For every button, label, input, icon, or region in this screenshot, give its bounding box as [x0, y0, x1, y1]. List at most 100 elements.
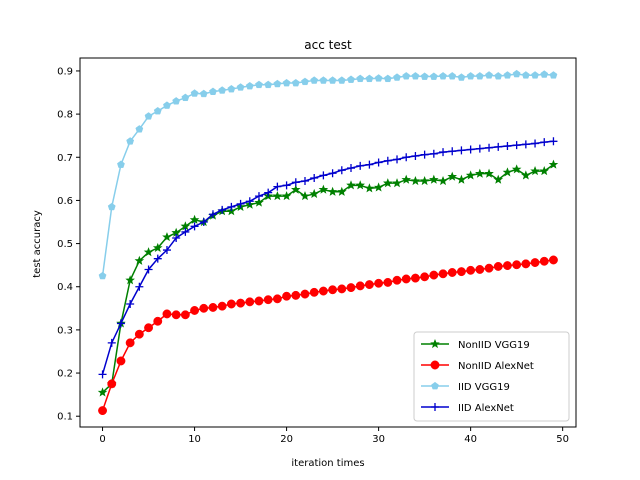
data-point [419, 175, 430, 186]
legend-item: IID AlexNet [421, 403, 514, 414]
data-point [318, 184, 329, 194]
data-point [540, 70, 549, 78]
data-point [337, 76, 346, 84]
data-point [392, 178, 402, 188]
chart-title: acc test [304, 38, 352, 52]
legend: NonIID VGG19 NonIID AlexNet IID VGG19 IID A… [413, 331, 570, 422]
data-point [319, 171, 328, 180]
data-point [98, 370, 107, 379]
data-point [531, 71, 539, 79]
plot-area [97, 69, 559, 416]
data-point [218, 205, 227, 214]
data-point [456, 174, 467, 184]
data-point [263, 295, 273, 305]
data-point [549, 137, 558, 146]
data-point [447, 268, 457, 277]
data-point [143, 247, 154, 257]
data-point [125, 338, 135, 348]
data-point [401, 274, 411, 284]
legend-marker [431, 403, 439, 411]
data-point [448, 147, 457, 156]
data-point [411, 72, 420, 80]
data-point [117, 160, 125, 168]
data-point [254, 192, 263, 201]
data-point [107, 379, 117, 389]
data-point [282, 78, 291, 87]
data-point [393, 73, 401, 81]
data-point [401, 174, 412, 184]
data-point [512, 141, 521, 150]
data-point [327, 186, 338, 196]
data-point [218, 86, 227, 94]
data-point [410, 273, 420, 283]
y-tick-label: 0.8 [57, 110, 73, 121]
data-point [457, 73, 466, 81]
legend-label: IID VGG19 [458, 382, 510, 393]
data-point [512, 69, 521, 78]
data-point [521, 140, 530, 149]
data-point [291, 290, 301, 300]
data-point [475, 168, 485, 178]
data-point [475, 144, 484, 153]
data-point [189, 214, 200, 224]
data-point [208, 303, 218, 312]
data-point [181, 93, 190, 102]
data-point [291, 184, 301, 194]
data-point [236, 298, 246, 308]
data-point [163, 101, 171, 109]
data-point [199, 303, 209, 313]
data-point [254, 197, 264, 207]
data-point [364, 183, 375, 193]
x-axis-label: iteration times [291, 458, 364, 469]
data-point [549, 255, 558, 265]
data-point [135, 125, 144, 133]
data-point [116, 356, 126, 366]
data-point [310, 76, 319, 84]
data-point [171, 310, 181, 320]
data-point [420, 272, 430, 282]
data-point [309, 287, 319, 297]
x-tick-label: 20 [280, 434, 293, 445]
data-point [135, 282, 144, 291]
data-point [144, 323, 154, 333]
data-point [125, 275, 135, 285]
data-point [181, 227, 190, 236]
data-point [337, 284, 347, 294]
data-point [227, 84, 236, 93]
data-point [153, 316, 163, 326]
data-point [300, 191, 310, 201]
data-point [318, 286, 328, 296]
legend-marker [430, 338, 440, 349]
data-point [456, 267, 466, 277]
data-point [255, 80, 263, 89]
data-point [548, 159, 559, 169]
data-point [521, 71, 530, 79]
data-point [402, 72, 411, 80]
data-point [512, 260, 522, 270]
data-point [162, 232, 172, 242]
data-point [438, 269, 448, 279]
data-point [282, 181, 291, 190]
legend-marker [431, 381, 439, 390]
data-point [162, 309, 172, 319]
data-point [134, 329, 144, 339]
data-point [438, 175, 448, 186]
data-point [282, 291, 292, 301]
data-point [466, 145, 475, 154]
data-point [365, 160, 374, 169]
data-point [503, 71, 512, 79]
data-point [98, 271, 107, 280]
data-point [300, 177, 309, 185]
data-point [245, 297, 255, 307]
data-point [236, 83, 245, 91]
data-point [493, 262, 503, 271]
data-point [383, 156, 392, 165]
data-point [180, 310, 190, 320]
data-point [429, 149, 438, 158]
data-point [503, 142, 512, 151]
legend-item: IID VGG19 [421, 381, 510, 393]
data-point [539, 256, 549, 266]
data-point [152, 242, 163, 252]
data-point [494, 72, 503, 80]
x-tick-label: 30 [372, 434, 385, 445]
